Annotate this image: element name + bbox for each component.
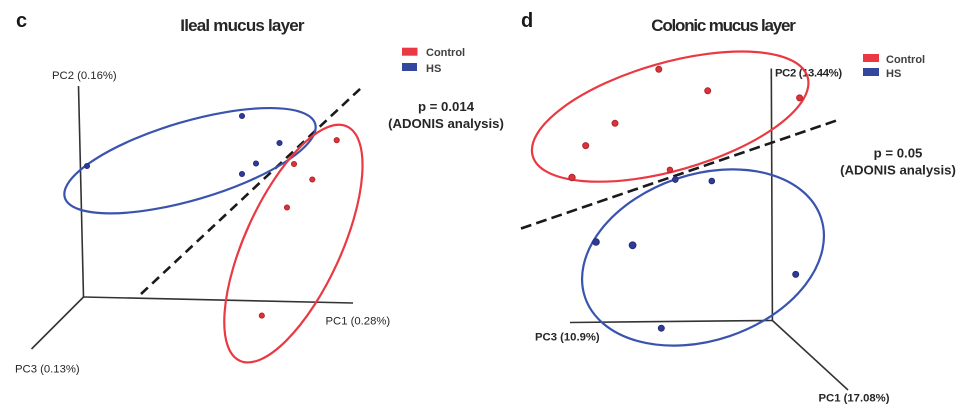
svg-text:Ileal mucus layer: Ileal mucus layer [180, 16, 305, 35]
svg-text:HS: HS [886, 68, 901, 80]
svg-text:p = 0.05: p = 0.05 [874, 145, 923, 160]
svg-text:PC3 (0.13%): PC3 (0.13%) [15, 364, 80, 376]
svg-text:p = 0.014: p = 0.014 [418, 99, 475, 114]
svg-text:HS: HS [426, 63, 441, 75]
svg-text:c: c [16, 10, 27, 32]
svg-text:(ADONIS analysis): (ADONIS analysis) [840, 163, 956, 178]
svg-text:PC1 (0.28%): PC1 (0.28%) [326, 316, 391, 328]
svg-text:Colonic mucus layer: Colonic mucus layer [651, 16, 796, 35]
svg-text:Control: Control [426, 47, 465, 59]
svg-text:PC2 (13.44%): PC2 (13.44%) [775, 68, 842, 80]
svg-text:PC3 (10.9%): PC3 (10.9%) [535, 332, 600, 344]
svg-text:(ADONIS analysis): (ADONIS analysis) [388, 116, 504, 131]
svg-text:Control: Control [886, 54, 925, 66]
svg-text:PC1 (17.08%): PC1 (17.08%) [819, 392, 890, 404]
svg-text:PC2 (0.16%): PC2 (0.16%) [52, 70, 117, 82]
svg-text:d: d [521, 10, 533, 32]
